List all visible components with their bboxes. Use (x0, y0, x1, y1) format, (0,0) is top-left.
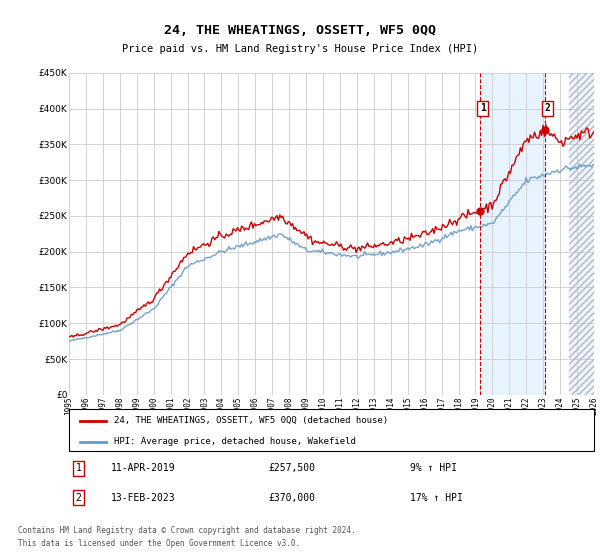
Text: 9% ↑ HPI: 9% ↑ HPI (410, 463, 457, 473)
Text: 24, THE WHEATINGS, OSSETT, WF5 0QQ (detached house): 24, THE WHEATINGS, OSSETT, WF5 0QQ (deta… (113, 416, 388, 425)
Text: 24, THE WHEATINGS, OSSETT, WF5 0QQ: 24, THE WHEATINGS, OSSETT, WF5 0QQ (164, 24, 436, 38)
Bar (480, 73, 545, 395)
Text: 2: 2 (545, 103, 551, 113)
Text: HPI: Average price, detached house, Wakefield: HPI: Average price, detached house, Wake… (113, 437, 355, 446)
Bar (569, 73, 594, 395)
Text: 11-APR-2019: 11-APR-2019 (111, 463, 176, 473)
Text: This data is licensed under the Open Government Licence v3.0.: This data is licensed under the Open Gov… (18, 539, 300, 548)
Text: 1: 1 (480, 103, 485, 113)
Text: 2: 2 (76, 493, 82, 503)
Text: 13-FEB-2023: 13-FEB-2023 (111, 493, 176, 503)
Text: Price paid vs. HM Land Registry's House Price Index (HPI): Price paid vs. HM Land Registry's House … (122, 44, 478, 54)
Text: 17% ↑ HPI: 17% ↑ HPI (410, 493, 463, 503)
Text: 1: 1 (76, 463, 82, 473)
Text: Contains HM Land Registry data © Crown copyright and database right 2024.: Contains HM Land Registry data © Crown c… (18, 526, 356, 535)
Text: £257,500: £257,500 (269, 463, 316, 473)
Text: £370,000: £370,000 (269, 493, 316, 503)
Bar (569, 73, 594, 395)
